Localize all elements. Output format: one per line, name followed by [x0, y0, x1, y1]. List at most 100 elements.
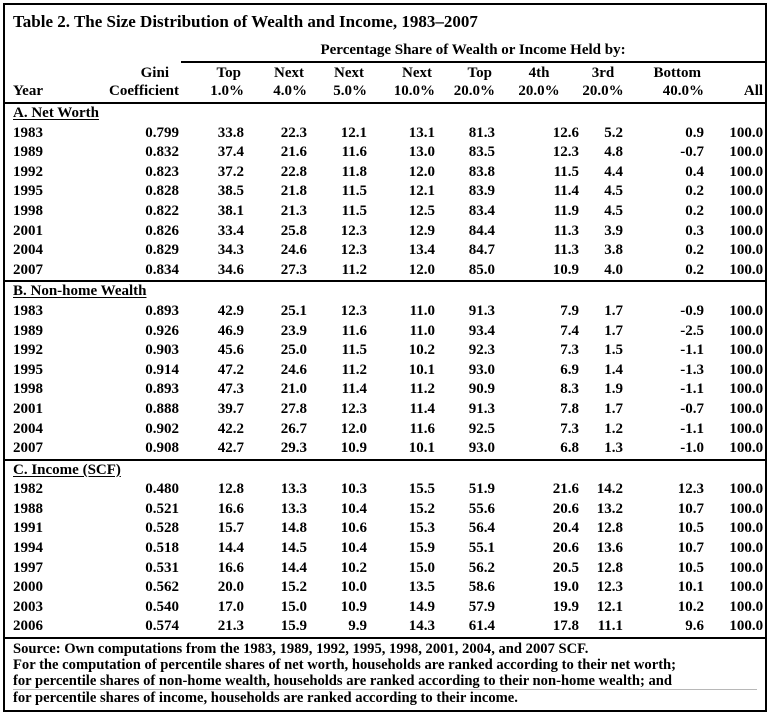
- table-row: 2007 0.834 34.6 27.3 11.2 12.0 85.0 10.9 4.0 0.2 1…: [5, 261, 765, 282]
- value-cell: 0.528: [145, 520, 179, 537]
- value-cell: 11.3: [553, 222, 579, 239]
- value-cell: 5.2: [604, 124, 623, 141]
- value-cell: 27.3: [280, 261, 307, 278]
- year-cell: 1997: [13, 559, 43, 576]
- table-row: 1998 0.893 47.3 21.0 11.4 11.2 90.9 8.3 1.9 -1.1 1…: [5, 380, 765, 400]
- col-header-top20-line2: 20.0%: [437, 82, 497, 104]
- value-cell: 100.0: [729, 440, 764, 457]
- value-cell: 6.8: [560, 440, 579, 457]
- value-cell: 13.3: [280, 500, 307, 517]
- value-cell: 7.4: [560, 322, 579, 339]
- year-cell: 2001: [13, 400, 43, 417]
- value-cell: 12.5: [408, 202, 435, 219]
- value-cell: 21.6: [280, 144, 307, 161]
- value-cell: 14.5: [280, 540, 307, 557]
- value-cell: 100.0: [729, 361, 764, 378]
- value-cell: 14.4: [280, 559, 307, 576]
- value-cell: 34.3: [217, 242, 244, 259]
- table-row: 1983 0.893 42.9 25.1 12.3 11.0 91.3 7.9 1.7 -0.9 1…: [5, 302, 765, 322]
- value-cell: 12.0: [408, 261, 435, 278]
- table-row: 2004 0.829 34.3 24.6 12.3 13.4 84.7 11.3 3.8 0.2 1…: [5, 241, 765, 261]
- year-cell: 2000: [13, 579, 43, 596]
- value-cell: 0.829: [145, 242, 179, 259]
- year-cell: 2004: [13, 420, 43, 437]
- value-cell: 38.1: [217, 202, 244, 219]
- col-header-all-line1: [706, 62, 765, 82]
- value-cell: 93.0: [468, 440, 495, 457]
- value-cell: 10.7: [677, 540, 704, 557]
- value-cell: 58.6: [468, 579, 495, 596]
- value-cell: 22.3: [280, 124, 307, 141]
- year-cell: 1998: [13, 202, 43, 219]
- table-row: 2006 0.574 21.3 15.9 9.9 14.3 61.4 17.8 11.1 9.6 1…: [5, 617, 765, 637]
- value-cell: 100.0: [729, 559, 764, 576]
- table-row: 2003 0.540 17.0 15.0 10.9 14.9 57.9 19.9 12.1 10.…: [5, 598, 765, 618]
- value-cell: 10.9: [340, 440, 367, 457]
- value-cell: 13.5: [408, 579, 435, 596]
- value-cell: 10.5: [677, 559, 704, 576]
- value-cell: 93.0: [468, 361, 495, 378]
- value-cell: 12.3: [340, 222, 367, 239]
- value-cell: 0.2: [685, 183, 704, 200]
- value-cell: -1.1: [680, 420, 704, 437]
- year-cell: 1995: [13, 183, 43, 200]
- value-cell: 12.3: [677, 481, 704, 498]
- value-cell: 11.8: [341, 163, 367, 180]
- year-cell: 2003: [13, 598, 43, 615]
- table-row: 1994 0.518 14.4 14.5 10.4 15.9 55.1 20.6 13.6 10.…: [5, 539, 765, 559]
- value-cell: 84.4: [468, 222, 495, 239]
- value-cell: 93.4: [468, 322, 495, 339]
- value-cell: 10.2: [677, 598, 704, 615]
- source-note-line: for percentile shares of non-home wealth…: [13, 673, 673, 690]
- source-note-line: For the computation of percentile shares…: [13, 657, 677, 674]
- value-cell: -0.9: [680, 302, 704, 319]
- table-row: 2007 0.908 42.7 29.3 10.9 10.1 93.0 6.8 1.3 -1.0 1…: [5, 439, 765, 460]
- value-cell: 14.9: [408, 598, 435, 615]
- value-cell: 10.9: [552, 261, 579, 278]
- col-header-year-gini: Year Coefficient: [5, 82, 181, 104]
- value-cell: 0.2: [685, 261, 704, 278]
- value-cell: 0.826: [145, 222, 179, 239]
- value-cell: 38.5: [217, 183, 244, 200]
- value-cell: 11.0: [409, 302, 435, 319]
- year-cell: 2007: [13, 440, 43, 457]
- table-row: 1989 0.832 37.4 21.6 11.6 13.0 83.5 12.3 4.8 -0.7…: [5, 143, 765, 163]
- section-header-cell: B. Non-home Wealth: [5, 281, 765, 302]
- value-cell: 10.1: [408, 361, 435, 378]
- value-cell: 13.0: [408, 144, 435, 161]
- value-cell: 4.8: [604, 144, 623, 161]
- value-cell: 100.0: [729, 598, 764, 615]
- value-cell: 12.1: [340, 124, 367, 141]
- value-cell: 15.9: [408, 540, 435, 557]
- value-cell: 12.8: [596, 520, 623, 537]
- col-header-4th20-line2: 20.0%: [497, 82, 581, 104]
- value-cell: 37.2: [217, 163, 244, 180]
- col-header-gini: Gini: [140, 65, 169, 81]
- value-cell: 0.908: [145, 440, 179, 457]
- col-header-top20-line1: Top: [467, 65, 492, 81]
- spanner-row: Percentage Share of Wealth or Income Hel…: [5, 32, 765, 63]
- table-row: 1995 0.914 47.2 24.6 11.2 10.1 93.0 6.9 1.4 -1.3 1…: [5, 361, 765, 381]
- value-cell: 83.4: [468, 202, 495, 219]
- value-cell: 0.480: [145, 481, 179, 498]
- value-cell: 16.6: [217, 559, 244, 576]
- value-cell: 10.1: [408, 440, 435, 457]
- value-cell: 0.2: [685, 202, 704, 219]
- value-cell: 7.3: [560, 342, 579, 359]
- value-cell: -1.0: [680, 440, 704, 457]
- value-cell: 13.6: [596, 540, 623, 557]
- value-cell: 100.0: [729, 500, 764, 517]
- value-cell: 0.822: [145, 202, 179, 219]
- value-cell: 39.7: [217, 400, 244, 417]
- value-cell: 81.3: [468, 124, 495, 141]
- value-cell: 24.6: [280, 361, 307, 378]
- value-cell: 1.4: [604, 361, 623, 378]
- col-header-next4-line1: Next: [274, 65, 304, 81]
- col-header-bottom40-line2: 40.0%: [625, 82, 706, 104]
- value-cell: 0.823: [145, 163, 179, 180]
- value-cell: 10.0: [340, 579, 367, 596]
- value-cell: 11.6: [341, 322, 367, 339]
- value-cell: 0.9: [685, 124, 704, 141]
- value-cell: 11.4: [341, 381, 367, 398]
- value-cell: 12.9: [408, 222, 435, 239]
